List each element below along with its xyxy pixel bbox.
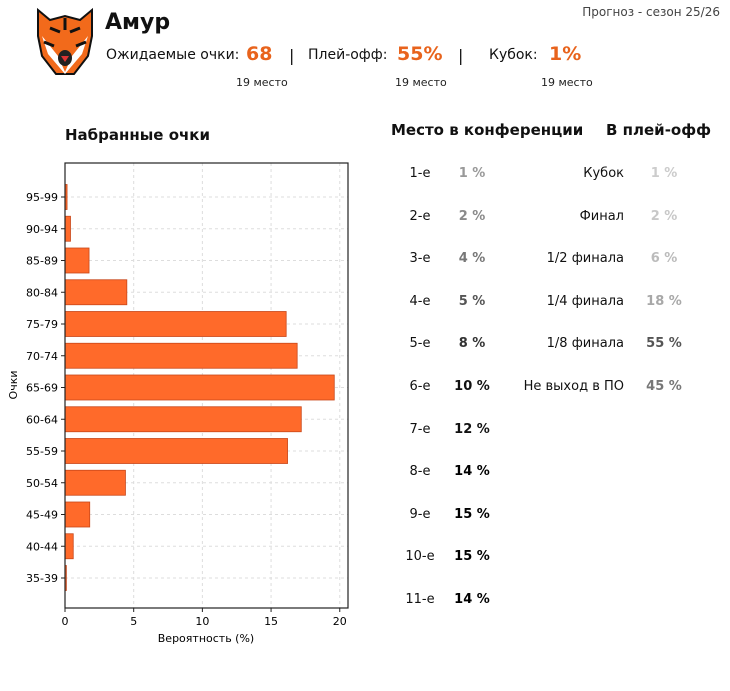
bar-65-69 bbox=[64, 374, 335, 401]
separator: | bbox=[458, 46, 464, 65]
conference-place: 2-е bbox=[409, 208, 431, 224]
playoff-stage-pct: 6 % bbox=[650, 251, 678, 267]
plot-frame bbox=[64, 162, 349, 609]
cup-value: 1% bbox=[549, 43, 582, 65]
y-tick-label: 50-54 bbox=[26, 477, 58, 490]
expected-points-rank: 19 место bbox=[236, 76, 288, 89]
cup-label: Кубок: bbox=[489, 47, 538, 63]
x-tick-label: 20 bbox=[333, 615, 347, 628]
y-axis-label: Очки bbox=[7, 371, 20, 400]
conference-place: 4-е bbox=[409, 293, 431, 309]
playoff-stage-pct: 1 % bbox=[650, 166, 678, 181]
x-tick-label: 10 bbox=[195, 615, 209, 628]
bar-40-44 bbox=[64, 533, 74, 560]
bar-85-89 bbox=[64, 247, 90, 274]
y-tick-label: 40-44 bbox=[26, 540, 58, 553]
conference-place: 6-е bbox=[409, 379, 431, 394]
bar-70-74 bbox=[64, 342, 298, 369]
playoff-title: В плей-офф bbox=[606, 121, 711, 139]
y-tick-label: 55-59 bbox=[26, 445, 58, 458]
playoff-label: Плей-офф: bbox=[308, 47, 388, 63]
team-logo-tiger bbox=[37, 7, 93, 75]
playoff-stage-pct: 55 % bbox=[646, 336, 682, 352]
x-tick-label: 0 bbox=[62, 615, 69, 628]
y-tick-label: 60-64 bbox=[26, 413, 58, 426]
y-tick-label: 75-79 bbox=[26, 318, 58, 331]
y-tick-label: 35-39 bbox=[26, 572, 58, 585]
conference-place-pct: 14 % bbox=[454, 592, 490, 607]
conference-place: 3-е bbox=[409, 251, 431, 267]
conference-place-pct: 2 % bbox=[458, 208, 486, 224]
conference-place: 5-е bbox=[409, 336, 431, 352]
conference-title: Место в конференции bbox=[391, 121, 584, 139]
playoff-stage: Кубок bbox=[583, 166, 624, 181]
season-label: Прогноз - сезон 25/26 bbox=[582, 5, 720, 19]
conference-place: 10-е bbox=[405, 549, 435, 565]
x-axis-label: Вероятность (%) bbox=[158, 632, 254, 645]
conference-place-pct: 4 % bbox=[458, 251, 486, 267]
playoff-stage: 1/8 финала bbox=[546, 336, 624, 352]
points-bar-chart: 95-99 90-94 85-89 80-84 75-79 70-74 65-69 60-64… bbox=[7, 162, 349, 645]
playoff-stage: 1/2 финала bbox=[546, 251, 624, 267]
playoff-stage: Финал bbox=[579, 208, 624, 224]
team-name: Амур bbox=[105, 10, 171, 35]
y-tick-label: 85-89 bbox=[26, 255, 58, 268]
playoff-value: 55% bbox=[397, 43, 443, 65]
y-tick-label: 95-99 bbox=[26, 191, 58, 204]
conference-place-pct: 5 % bbox=[458, 293, 486, 309]
y-tick-label: 65-69 bbox=[26, 382, 58, 395]
separator: | bbox=[289, 46, 295, 65]
playoff-stage-pct: 45 % bbox=[646, 379, 682, 394]
expected-points-value: 68 bbox=[246, 43, 273, 65]
conference-place-pct: 10 % bbox=[454, 379, 490, 394]
conference-place-pct: 12 % bbox=[454, 421, 490, 437]
chart-title: Набранные очки bbox=[65, 126, 210, 144]
conference-place: 1-е bbox=[409, 166, 431, 181]
conference-place-pct: 14 % bbox=[454, 464, 490, 480]
playoff-stage: 1/4 финала bbox=[546, 293, 624, 309]
bar-45-49 bbox=[64, 501, 91, 528]
bar-60-64 bbox=[64, 406, 302, 433]
bar-50-54 bbox=[64, 469, 126, 496]
conference-place: 9-е bbox=[409, 506, 431, 522]
y-tick-label: 80-84 bbox=[26, 286, 58, 299]
conference-place: 8-е bbox=[409, 464, 431, 480]
cup-rank: 19 место bbox=[541, 76, 593, 89]
playoff-stage-pct: 2 % bbox=[650, 208, 678, 224]
playoff-stage: Не выход в ПО bbox=[523, 379, 624, 394]
conference-place-pct: 1 % bbox=[458, 166, 486, 181]
conference-place: 11-е bbox=[405, 592, 435, 607]
bar-90-94 bbox=[64, 215, 71, 242]
conference-place: 7-е bbox=[409, 421, 431, 437]
conference-place-pct: 8 % bbox=[458, 336, 486, 352]
x-tick-label: 15 bbox=[264, 615, 278, 628]
playoff-rank: 19 место bbox=[395, 76, 447, 89]
expected-points-label: Ожидаемые очки: bbox=[106, 47, 240, 63]
x-tick-label: 5 bbox=[130, 615, 137, 628]
playoff-stage-pct: 18 % bbox=[646, 293, 682, 309]
bar-55-59 bbox=[64, 438, 288, 464]
y-tick-label: 45-49 bbox=[26, 509, 58, 522]
conference-place-pct: 15 % bbox=[454, 506, 490, 522]
y-tick-label: 90-94 bbox=[26, 223, 58, 236]
bar-75-79 bbox=[64, 311, 287, 337]
bar-80-84 bbox=[64, 279, 128, 306]
y-tick-label: 70-74 bbox=[26, 350, 58, 363]
conference-place-pct: 15 % bbox=[454, 549, 490, 565]
